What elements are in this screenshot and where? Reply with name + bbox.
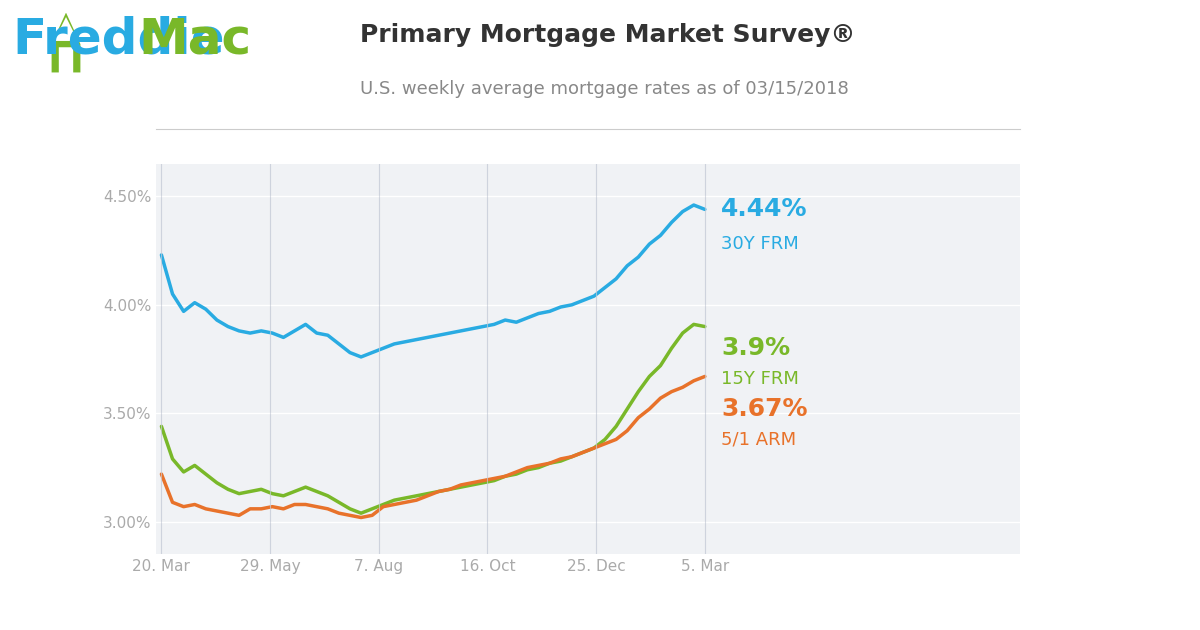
Polygon shape xyxy=(52,13,80,72)
Text: 15Y FRM: 15Y FRM xyxy=(721,370,799,387)
Text: 3.9%: 3.9% xyxy=(721,336,791,360)
Text: Primary Mortgage Market Survey®: Primary Mortgage Market Survey® xyxy=(360,23,856,47)
Text: U.S. weekly average mortgage rates as of 03/15/2018: U.S. weekly average mortgage rates as of… xyxy=(360,79,848,98)
Polygon shape xyxy=(54,17,78,41)
Text: 4.44%: 4.44% xyxy=(721,197,808,221)
Text: 30Y FRM: 30Y FRM xyxy=(721,235,799,253)
Text: Freddie: Freddie xyxy=(12,15,224,63)
Text: 3.67%: 3.67% xyxy=(721,397,808,421)
Polygon shape xyxy=(60,54,72,72)
Text: Mac: Mac xyxy=(138,15,251,63)
Text: 5/1 ARM: 5/1 ARM xyxy=(721,430,797,449)
